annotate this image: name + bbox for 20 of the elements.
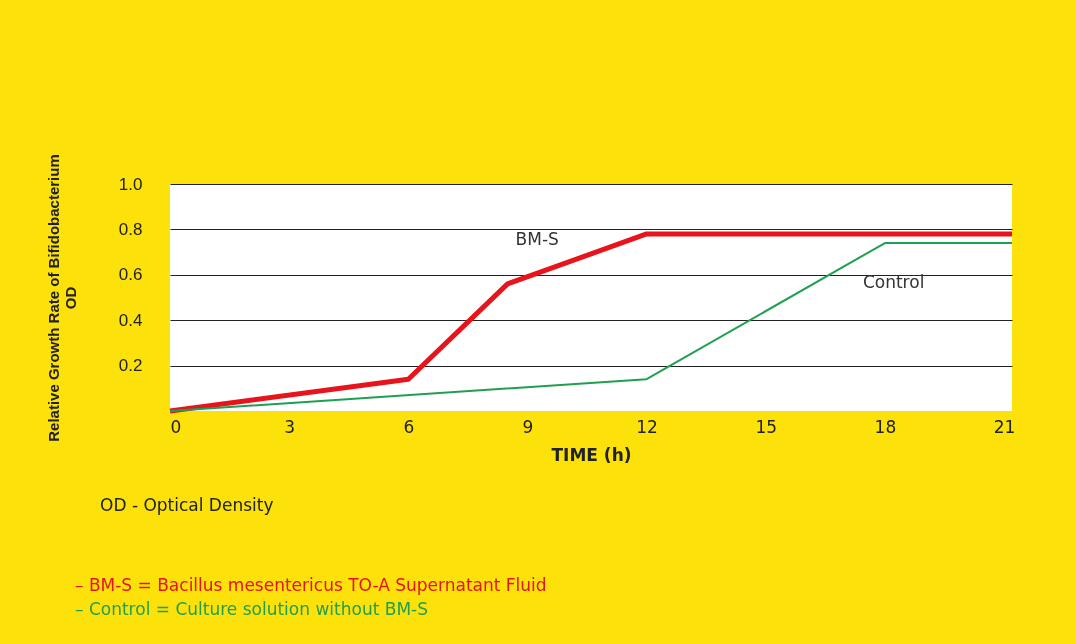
x-tick-label: 3 (284, 416, 296, 437)
text: OD - Optical Density (100, 495, 274, 515)
y-tick-label: 0.4 (118, 310, 143, 330)
x-tick-label: 6 (403, 416, 415, 437)
y-tick-label: 0.2 (118, 356, 143, 376)
y-tick-label: 1.0 (118, 174, 143, 194)
x-tick-label: 18 (874, 416, 897, 437)
series-label: Control (862, 272, 925, 293)
x-axis-title: TIME (h) (551, 444, 632, 465)
text: – Control = Culture solution without BM-S (75, 599, 428, 619)
x-tick-label: 9 (522, 416, 534, 437)
x-tick-label: 15 (755, 416, 778, 437)
y-axis-title: Relative Growth Rate of Bifidobacterium OD (44, 154, 79, 442)
x-tick-label: 12 (636, 416, 658, 437)
x-tick-label: 0 (170, 416, 182, 437)
text: – BM-S = Bacillus mesentericus TO-A Supernatant Fluid (75, 575, 547, 595)
x-tick-label: 21 (993, 416, 1016, 437)
series-label: BM-S (515, 228, 559, 249)
y-tick-label: 0.8 (118, 219, 143, 239)
y-tick-label: 0.6 (118, 265, 143, 285)
